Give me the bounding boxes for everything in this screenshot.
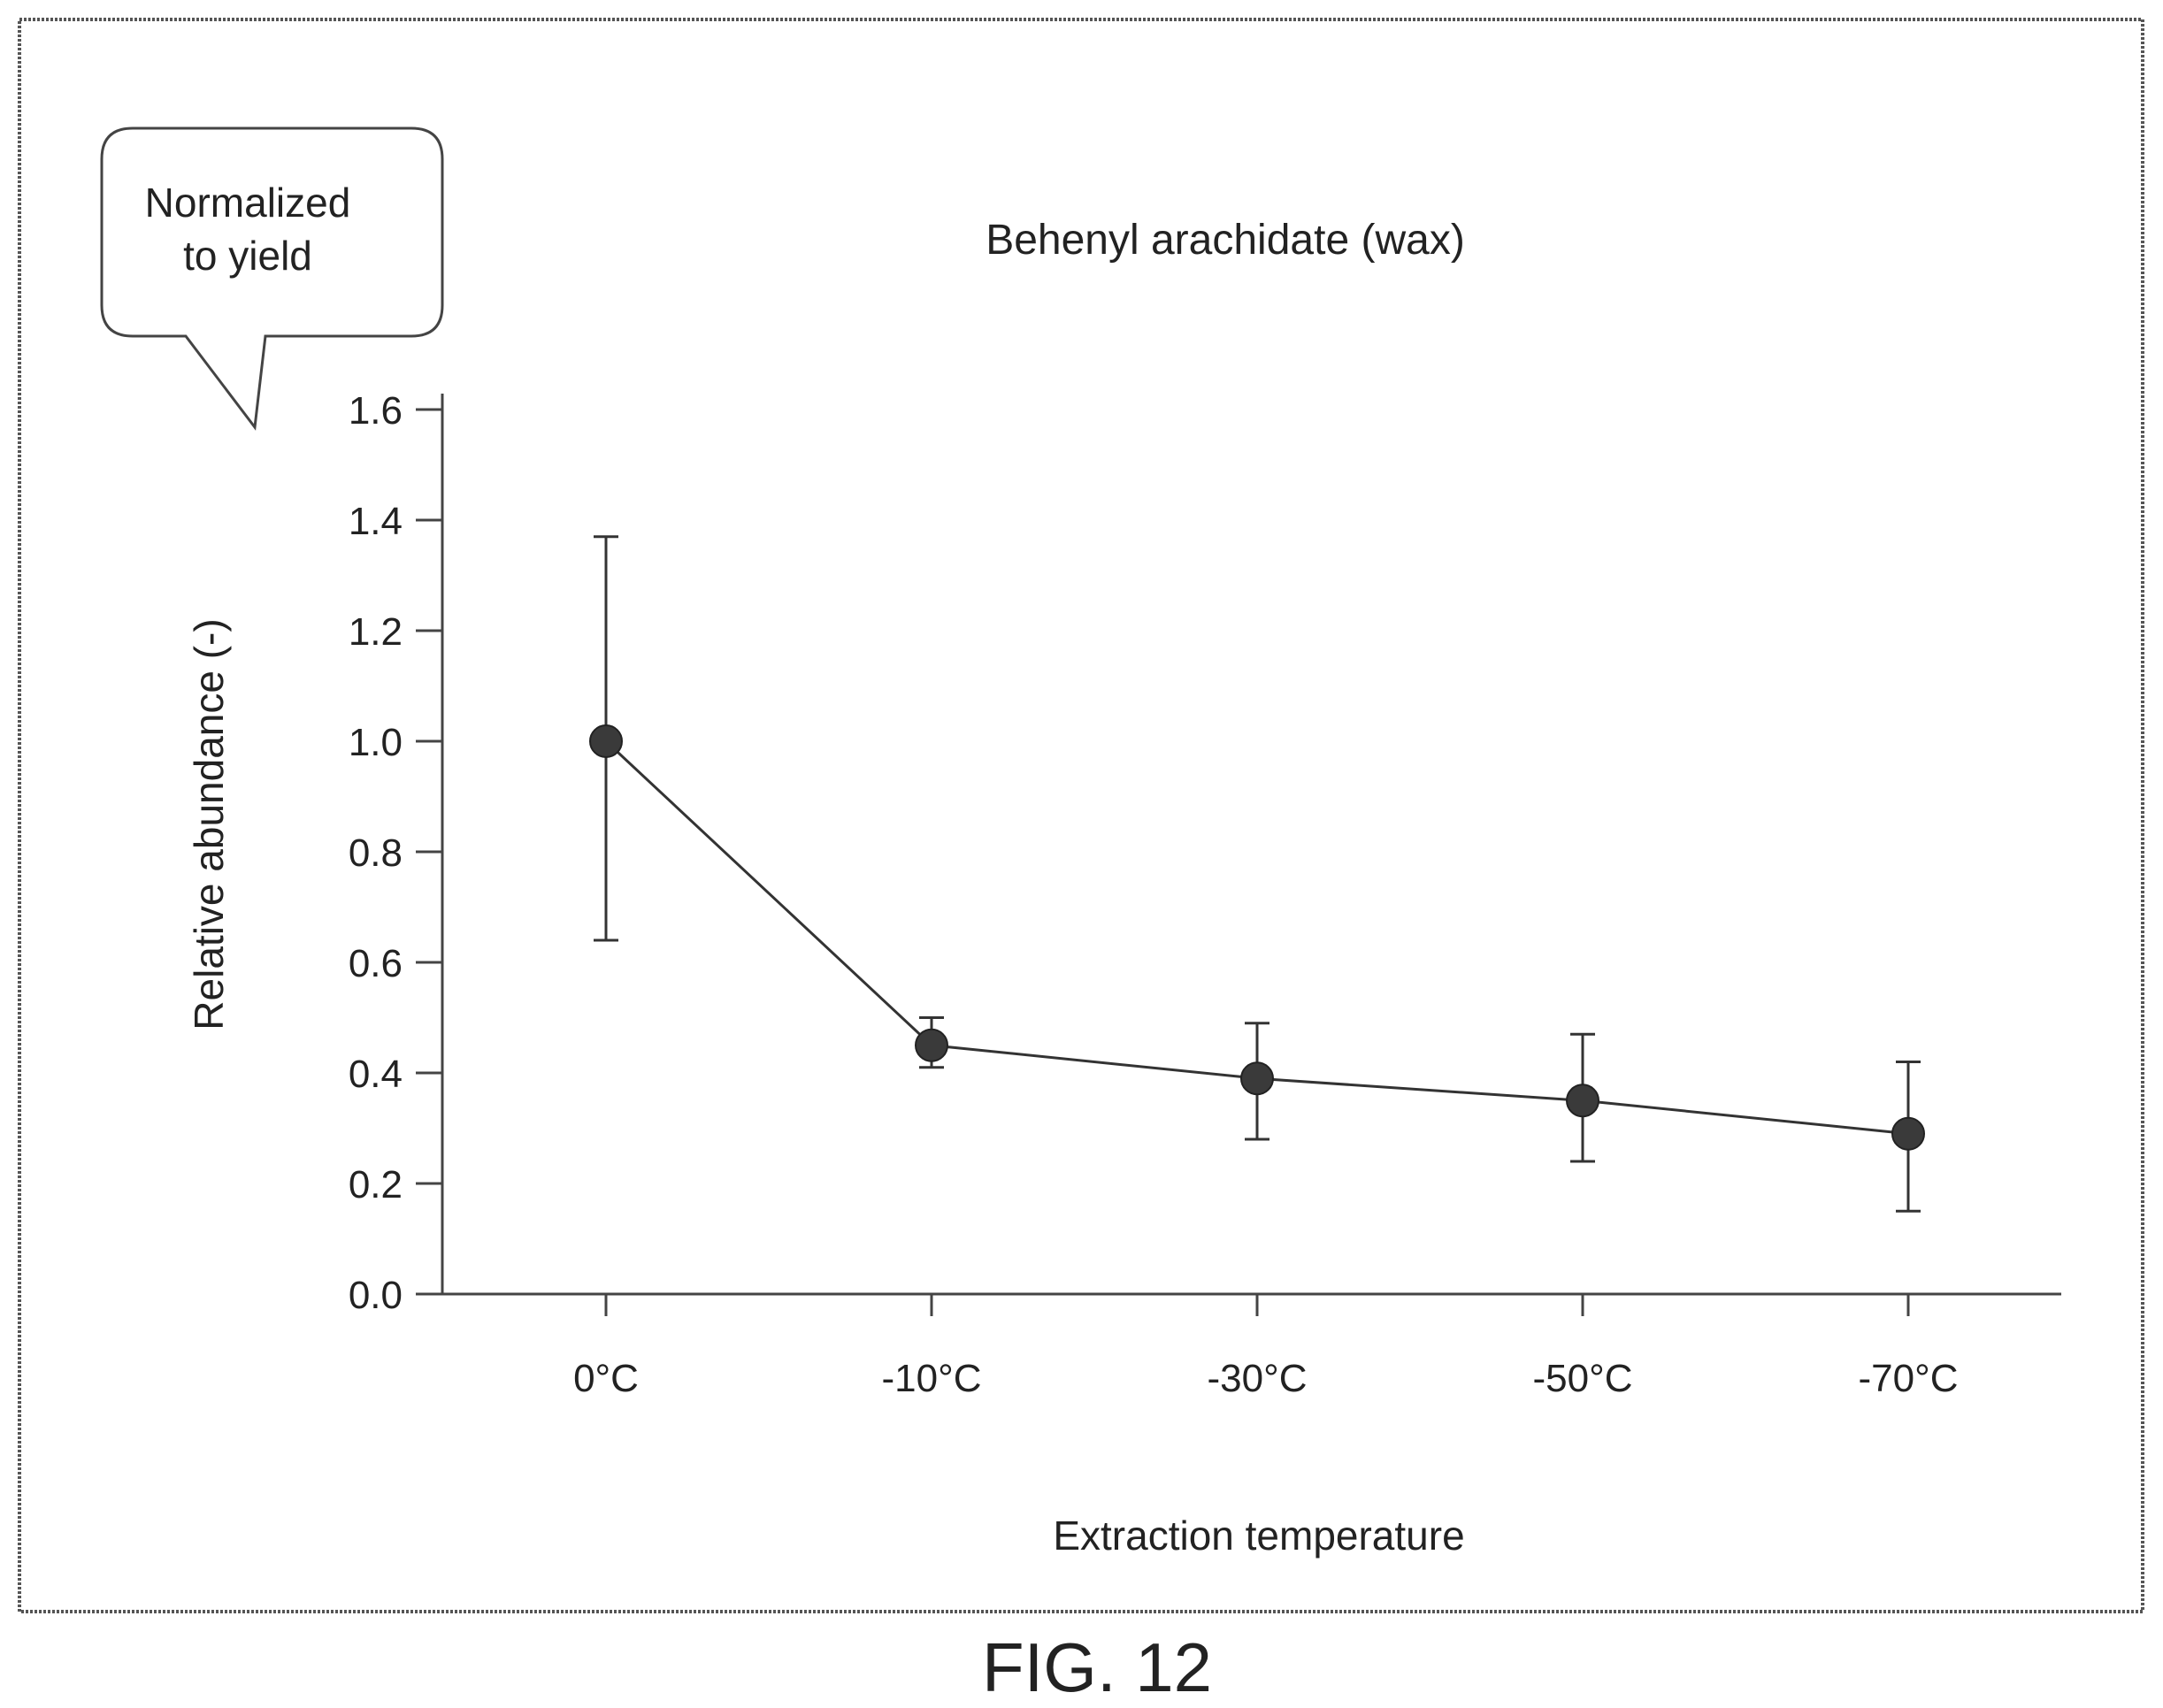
y-tick-label: 0.8 bbox=[349, 831, 403, 875]
callout-bubble: Normalized to yield bbox=[100, 126, 444, 431]
callout-line-2: to yield bbox=[183, 233, 312, 279]
callout-line-1: Normalized bbox=[145, 180, 351, 226]
x-tick-label: -50°C bbox=[1533, 1357, 1633, 1400]
x-tick-label: -10°C bbox=[882, 1357, 982, 1400]
figure-caption: FIG. 12 bbox=[982, 1628, 1212, 1706]
chart-title: Behenyl arachidate (wax) bbox=[986, 217, 1465, 264]
y-tick-label: 1.0 bbox=[349, 721, 403, 764]
x-tick-label: -30°C bbox=[1208, 1357, 1308, 1400]
figure-frame bbox=[18, 18, 2144, 1613]
data-point bbox=[1240, 1061, 1274, 1096]
data-point bbox=[589, 724, 623, 758]
data-point bbox=[1891, 1116, 1925, 1151]
y-ticks: 0.0 0.2 0.4 0.6 0.8 1.0 1.2 1.4 1.6 bbox=[349, 389, 442, 1317]
x-tick-label: -70°C bbox=[1859, 1357, 1959, 1400]
series-layer bbox=[589, 535, 1925, 1213]
x-ticks: 0°C -10°C -30°C -50°C -70°C bbox=[573, 1294, 1958, 1400]
y-axis-label: Relative abundance (-) bbox=[186, 618, 232, 1030]
data-point bbox=[1566, 1084, 1599, 1118]
y-tick-label: 0.0 bbox=[349, 1274, 403, 1317]
x-tick-label: 0°C bbox=[573, 1357, 639, 1400]
x-axis-label: Extraction temperature bbox=[1053, 1513, 1464, 1559]
y-tick-label: 0.2 bbox=[349, 1163, 403, 1206]
y-tick-label: 1.2 bbox=[349, 610, 403, 654]
y-tick-label: 0.6 bbox=[349, 942, 403, 985]
y-tick-label: 1.6 bbox=[349, 389, 403, 433]
y-tick-label: 1.4 bbox=[349, 500, 403, 543]
data-point bbox=[915, 1028, 948, 1062]
y-tick-label: 0.4 bbox=[349, 1053, 403, 1096]
callout-shape bbox=[100, 126, 444, 431]
